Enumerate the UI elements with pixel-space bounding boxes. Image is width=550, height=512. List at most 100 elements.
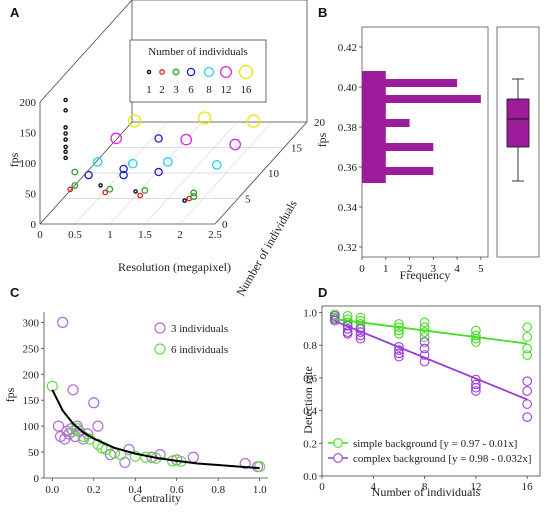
- panel-d-y-tick: 1.0: [303, 308, 317, 320]
- panel-a-z-tick: 10: [268, 168, 280, 180]
- panel-a-legend-marker: [186, 67, 196, 77]
- panel-a-point: [119, 170, 128, 180]
- panel-d-point: [419, 332, 430, 342]
- panel-d-x-label: Number of individuals: [372, 485, 481, 499]
- panel-d-legend-label: complex background [y = 0.98 - 0.032x]: [353, 453, 532, 465]
- panel-c-point: [67, 384, 79, 396]
- panel-d-point: [522, 412, 533, 423]
- panel-d-point: [522, 386, 533, 396]
- panel-a-legend-marker: [219, 65, 233, 79]
- panel-d-point: [329, 315, 340, 326]
- panel-c-axes: 0.0 0.2 0.4 0.6 0.8 1.0 0 50 100 150 200 250 300: [23, 312, 268, 496]
- panel-d-legend: simple background [y = 0.97 - 0.01x] comp…: [328, 438, 532, 465]
- panel-a-x-tick: 0.5: [68, 229, 82, 241]
- panel-a-legend-frame: [129, 39, 267, 103]
- panel-c-x-tick: 0.4: [128, 484, 142, 496]
- panel-a-point: [137, 192, 144, 199]
- panel-b-x-label: Frequency: [400, 268, 451, 282]
- panel-d-y-tick: 0.0: [303, 471, 317, 483]
- panel-label-a: A: [10, 5, 20, 20]
- panel-d-point: [394, 319, 404, 329]
- panel-a-legend-label: 3: [173, 84, 179, 96]
- panel-d-legend-label: simple background [y = 0.97 - 0.01x]: [353, 438, 517, 450]
- panel-a-point: [162, 157, 173, 167]
- panel-b-bar: [362, 119, 410, 127]
- panel-c-y-tick: 0: [34, 473, 40, 485]
- panel-a-point: [133, 189, 138, 194]
- panel-a-z-label: Number of individuals: [233, 197, 300, 298]
- panel-b-x-tick: 3: [431, 263, 437, 275]
- panel-c-points: [46, 316, 266, 473]
- panel-b-bar: [362, 151, 386, 159]
- panel-a-points: [63, 97, 261, 203]
- panel-a-point: [127, 114, 142, 128]
- panel-a-point: [63, 137, 68, 142]
- panel-a-point: [246, 114, 261, 128]
- panel-d-x-tick: 4: [371, 481, 377, 493]
- panel-a-point: [154, 167, 163, 177]
- panel-a-legend-marker: [238, 64, 254, 80]
- panel-c-y-tick: 200: [23, 369, 40, 381]
- panel-a-point: [63, 149, 68, 155]
- panel-a-point: [190, 189, 198, 197]
- panel-d-point: [471, 379, 481, 390]
- panel-d-x-tick: 8: [422, 481, 428, 493]
- panel-b-x-tick: 4: [454, 263, 460, 275]
- panel-a-point: [180, 133, 193, 146]
- panel-a-point: [63, 125, 68, 130]
- panel-c-fit-curve: [51, 389, 260, 470]
- panel-a-legend-marker: [146, 69, 152, 75]
- panel-b-bar: [362, 159, 386, 167]
- panel-c-point: [154, 449, 166, 461]
- panel-a-x-tick: 1.5: [138, 229, 152, 241]
- panel-a-point: [63, 131, 68, 136]
- panel-label-d: D: [318, 285, 327, 300]
- panel-c-y-tick: 100: [23, 421, 40, 433]
- panel-a-point: [98, 183, 103, 188]
- panel-a-y-label: fps: [7, 152, 21, 167]
- panel-a-legend-marker: [159, 69, 165, 75]
- panel-a-point: [67, 186, 74, 193]
- panel-a-y-tick: 100: [20, 158, 37, 170]
- panel-a-x-tick: 0: [37, 229, 43, 241]
- panel-label-b: B: [318, 5, 327, 20]
- panel-c-y-label: fps: [3, 387, 17, 402]
- panel-d-point: [394, 351, 404, 362]
- panel-a-point: [63, 144, 68, 150]
- panel-c-point: [239, 457, 251, 470]
- panel-d-legend-marker: [333, 453, 343, 463]
- panel-d-point: [355, 327, 366, 338]
- panel-b-y-tick: 0.40: [338, 82, 358, 94]
- panel-a-point: [63, 155, 68, 161]
- panel-d-point: [419, 337, 430, 347]
- panel-d-point: [471, 330, 481, 341]
- panel-a-z-tick: 20: [314, 117, 326, 129]
- panel-d-x-tick: 12: [470, 481, 481, 493]
- panel-c-point: [46, 380, 58, 392]
- panel-a-y-tick: 200: [20, 97, 37, 109]
- panel-b-bar: [362, 175, 386, 183]
- panel-b-bar: [362, 87, 386, 95]
- panel-d-point: [419, 327, 430, 338]
- panel-a-y-tick: 0: [31, 219, 37, 231]
- panel-c-x-tick: 0.6: [170, 484, 184, 496]
- panel-d-point: [394, 342, 404, 352]
- panel-c-point: [123, 443, 135, 456]
- panel-b-histogram: 0 1 2 3 4 5 0.32 0.34 0.36 0.38 0.40 0.42 Frequency…: [315, 26, 540, 282]
- panel-a-point: [127, 158, 138, 169]
- panel-b-y-label: fps: [315, 132, 329, 147]
- panel-b-box-frame: [496, 26, 540, 258]
- panel-b-bar: [362, 167, 434, 175]
- panel-c-point: [71, 423, 83, 435]
- panel-b-y-tick: 0.32: [338, 242, 357, 254]
- panel-b-bar: [362, 103, 386, 111]
- panel-c-point: [52, 420, 65, 432]
- panel-a-point: [211, 160, 222, 170]
- panel-d-point: [342, 314, 353, 324]
- panel-a-x-label: Resolution (megapixel): [118, 260, 231, 274]
- panel-a-point: [71, 182, 79, 189]
- panel-d-points: [329, 309, 533, 423]
- panel-a-legend-label: 2: [159, 84, 165, 96]
- panel-a-legend-marker: [172, 68, 180, 76]
